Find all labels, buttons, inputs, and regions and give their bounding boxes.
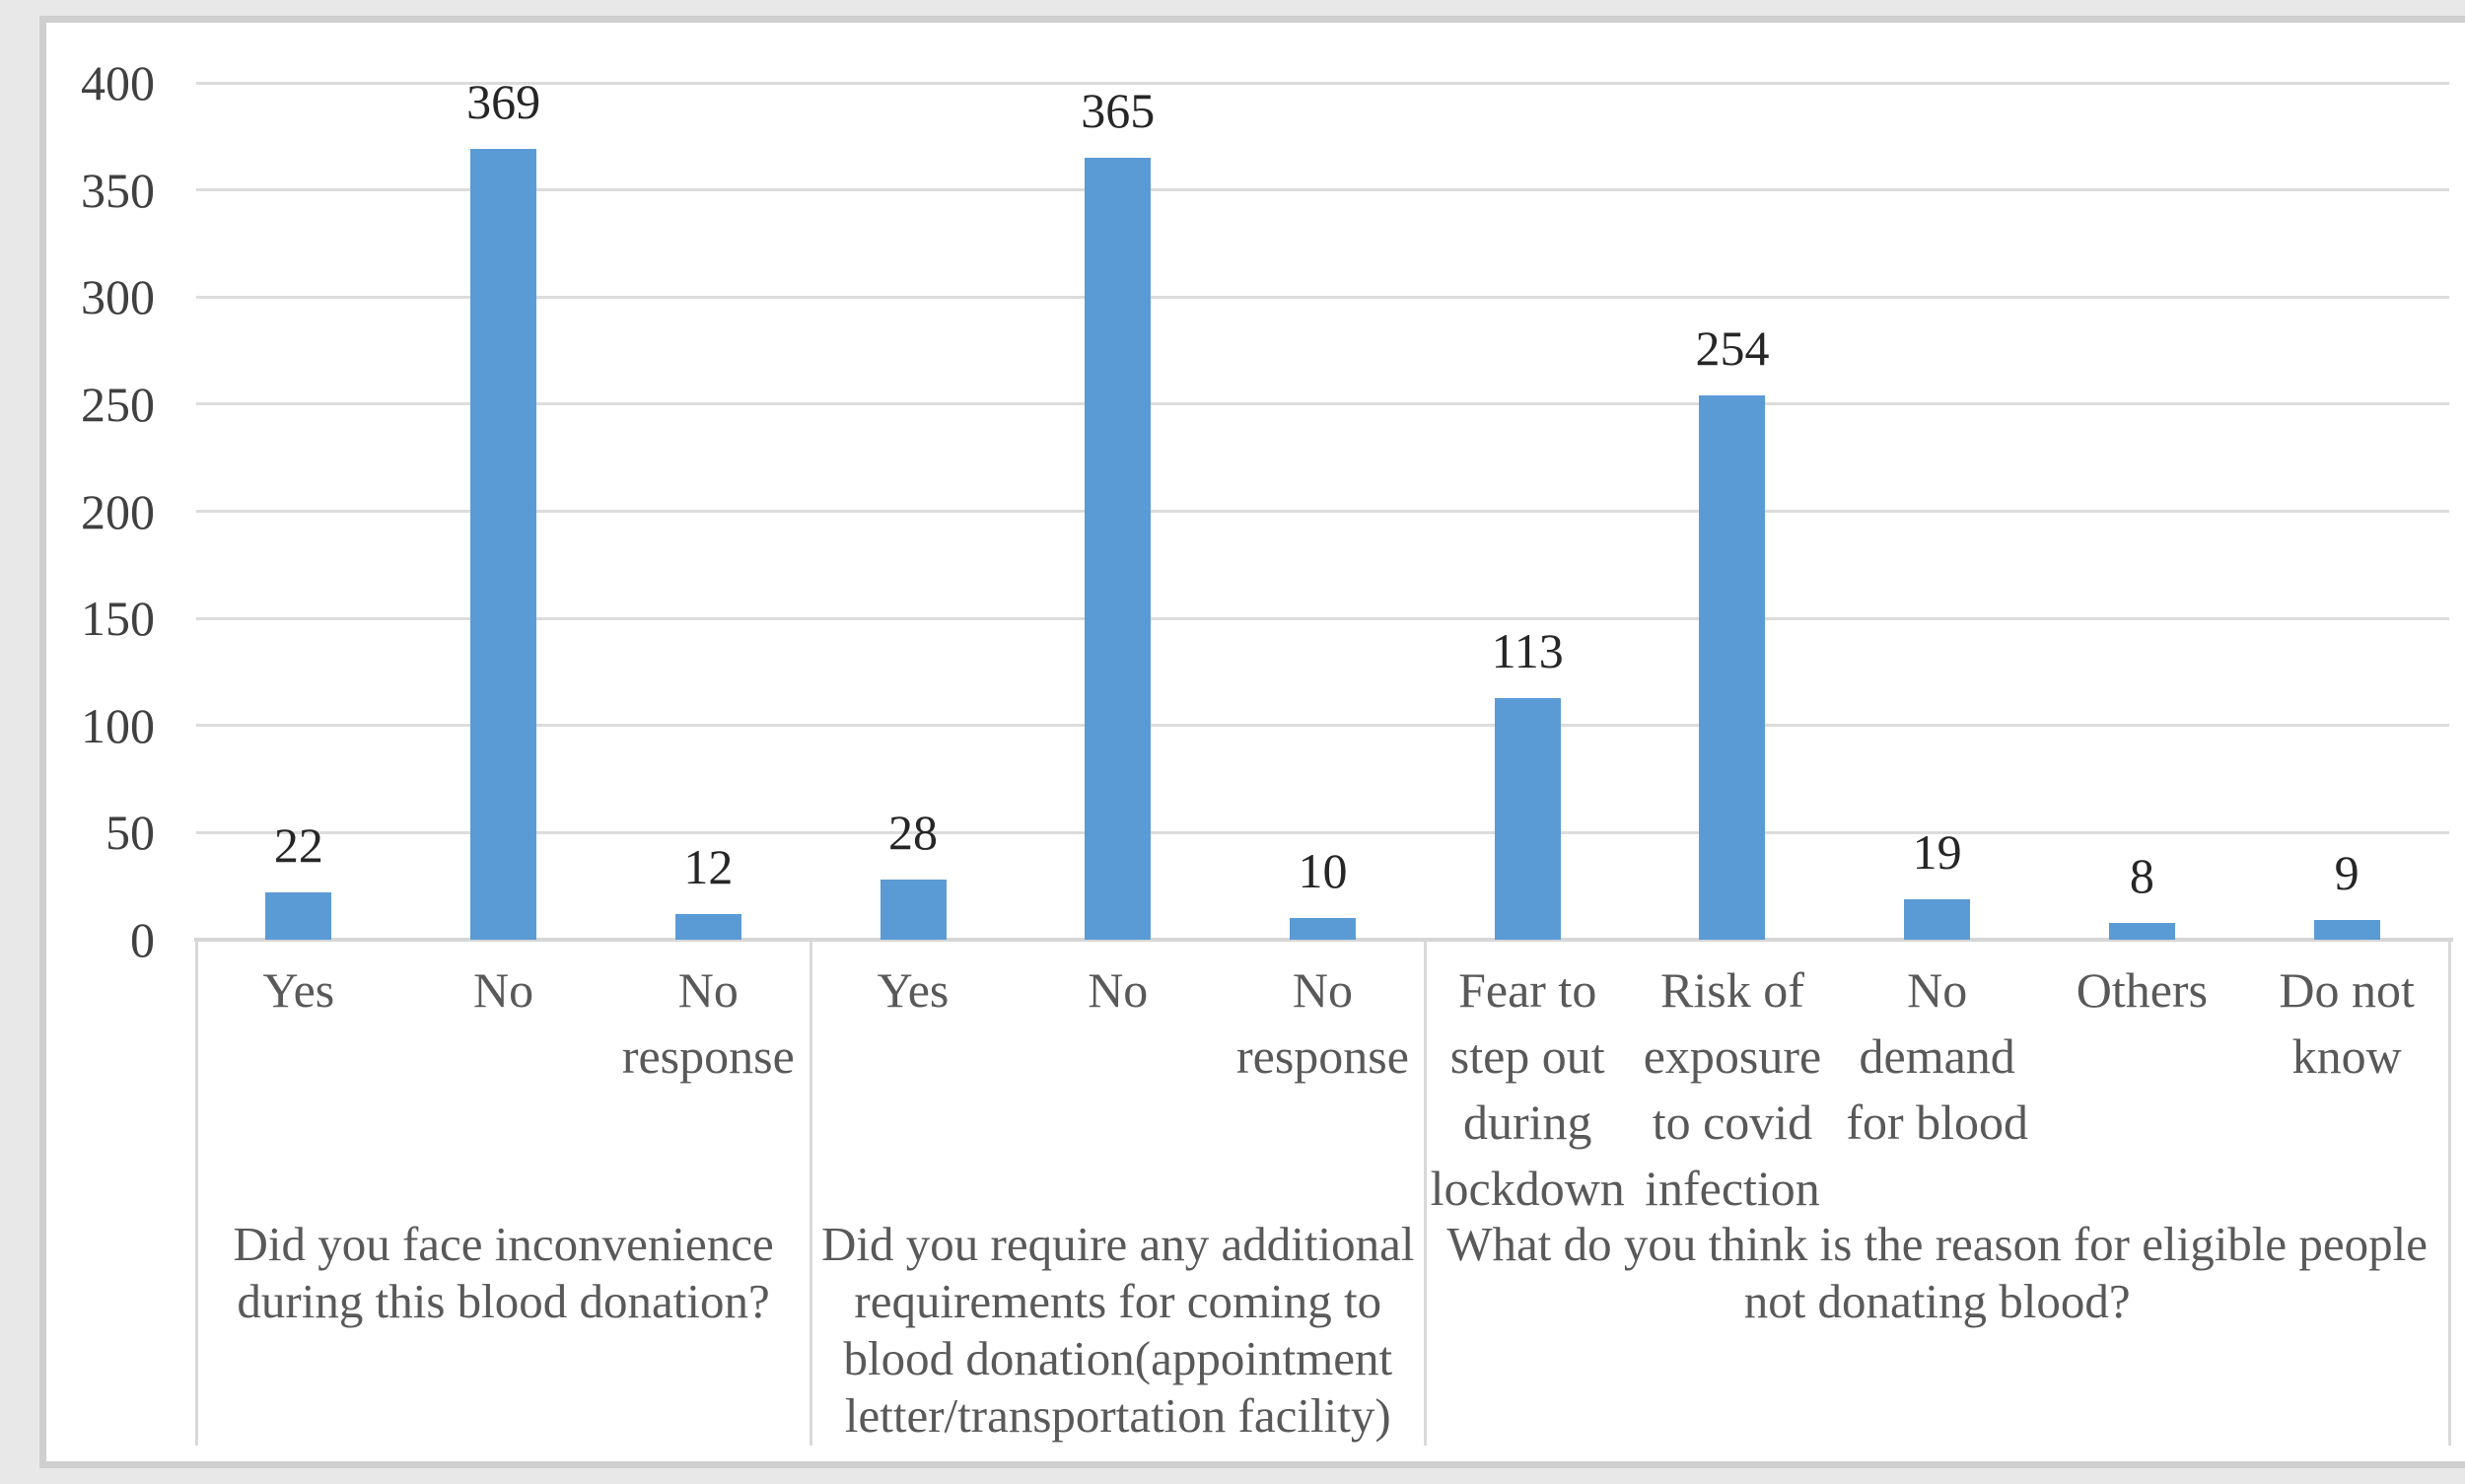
- bar-do-not-know: [2313, 920, 2380, 940]
- y-tick-label-300: 300: [81, 269, 155, 325]
- bar-no-demand-for-blood: [1904, 898, 1971, 940]
- x-axis-line: [194, 938, 2453, 942]
- bar-yes: [265, 892, 332, 940]
- bar-chart: 0 50 100 150 200 250 300 350 400 22 Yes 369 No 12 No r…: [39, 16, 2465, 1468]
- data-label-365: 365: [1081, 83, 1156, 139]
- group-separator-1: [809, 940, 812, 1446]
- data-label-113: 113: [1491, 622, 1564, 678]
- category-label: Yes: [877, 962, 950, 1018]
- data-label-28: 28: [888, 805, 939, 861]
- data-label-22: 22: [273, 817, 323, 874]
- gridline-400: [196, 81, 2449, 85]
- bar-others: [2108, 922, 2175, 940]
- category-label: Do not know: [2279, 962, 2415, 1084]
- y-tick-label-350: 350: [81, 162, 155, 218]
- data-label-19: 19: [1912, 823, 1962, 880]
- y-tick-label-200: 200: [81, 483, 155, 539]
- category-label: No: [1088, 962, 1149, 1018]
- data-label-8: 8: [2129, 847, 2154, 903]
- data-label-10: 10: [1298, 843, 1348, 899]
- gridline-50: [196, 830, 2449, 834]
- y-tick-label-100: 100: [81, 697, 155, 753]
- gridline-350: [196, 188, 2449, 192]
- data-label-369: 369: [466, 74, 541, 130]
- category-label: No response: [621, 962, 795, 1084]
- group-separator-0: [194, 940, 198, 1446]
- y-tick-label-400: 400: [81, 55, 155, 110]
- bar-no: [1085, 158, 1152, 940]
- bar-no-response: [674, 913, 741, 940]
- group-question-3: What do you think is the reason for elig…: [1446, 1217, 2429, 1328]
- gridline-300: [196, 295, 2449, 299]
- y-tick-label-0: 0: [130, 912, 155, 967]
- group-question-2: Did you require any additional requireme…: [821, 1217, 1415, 1443]
- data-label-12: 12: [683, 838, 734, 894]
- gridline-200: [196, 510, 2449, 513]
- category-label: Risk of exposure to covid infection: [1643, 962, 1822, 1216]
- data-label-9: 9: [2334, 845, 2359, 901]
- bar-risk-of-exposure-to-covid-infection: [1699, 395, 1766, 940]
- category-label: Fear to step out during lockdown: [1430, 962, 1625, 1216]
- gridline-100: [196, 724, 2449, 728]
- y-tick-label-50: 50: [106, 805, 155, 861]
- gridline-250: [196, 402, 2449, 406]
- y-tick-label-150: 150: [81, 591, 155, 647]
- y-tick-label-250: 250: [81, 376, 155, 432]
- bar-fear-to-step-out-during-lockdown: [1494, 697, 1561, 940]
- data-label-254: 254: [1695, 320, 1770, 377]
- group-question-1: Did you face inconvenience during this b…: [233, 1217, 774, 1328]
- category-label: No: [473, 962, 534, 1018]
- category-label: No response: [1236, 962, 1409, 1084]
- category-label: No demand for blood: [1846, 962, 2029, 1150]
- category-label: Yes: [262, 962, 335, 1018]
- group-separator-3: [2447, 940, 2451, 1446]
- gridline-150: [196, 616, 2449, 620]
- bar-yes: [880, 880, 947, 940]
- group-separator-2: [1423, 940, 1427, 1446]
- category-label: Others: [2076, 962, 2209, 1018]
- bar-no: [470, 149, 537, 940]
- bar-no-response: [1290, 918, 1356, 940]
